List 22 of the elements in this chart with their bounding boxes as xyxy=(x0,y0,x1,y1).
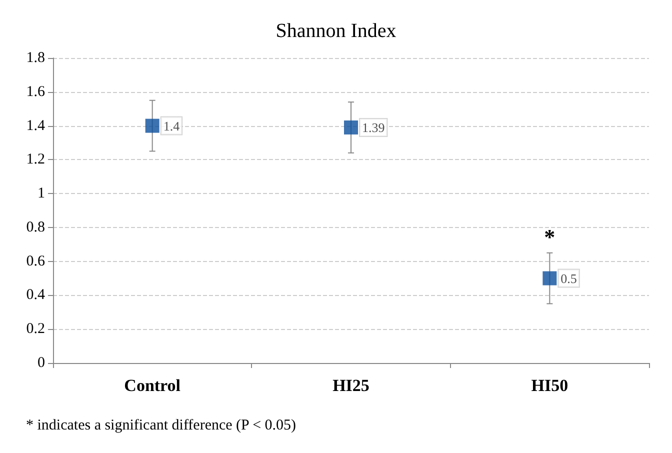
point xyxy=(145,118,160,133)
point xyxy=(344,120,358,134)
annotation: * xyxy=(544,224,556,250)
y-tick-label: 1 xyxy=(38,186,45,202)
y-tick-label: 1.4 xyxy=(26,118,46,134)
text: * indicates a significant difference (P < 0.05) xyxy=(26,418,296,434)
chart-title: Shannon Index xyxy=(276,20,396,42)
y-tick-label: 0 xyxy=(38,355,45,371)
data-label: 0.5 xyxy=(560,270,577,286)
y-tick-label: 1.2 xyxy=(26,152,45,168)
y-tick-label: 1.6 xyxy=(26,84,46,100)
x-tick-label: HI25 xyxy=(332,376,370,395)
point xyxy=(542,271,557,286)
y-tick-label: 1.8 xyxy=(26,50,45,66)
y-tick-label: 0.6 xyxy=(26,253,46,270)
x-tick-label: Control xyxy=(124,376,181,395)
y-tick-label: 0.4 xyxy=(26,287,46,304)
data-label: 1.39 xyxy=(362,120,385,135)
x-tick-label: HI50 xyxy=(531,376,568,395)
data-label: 1.4 xyxy=(163,118,180,134)
y-tick-label: 0.2 xyxy=(26,321,45,338)
y-tick-label: 0.8 xyxy=(26,219,45,236)
